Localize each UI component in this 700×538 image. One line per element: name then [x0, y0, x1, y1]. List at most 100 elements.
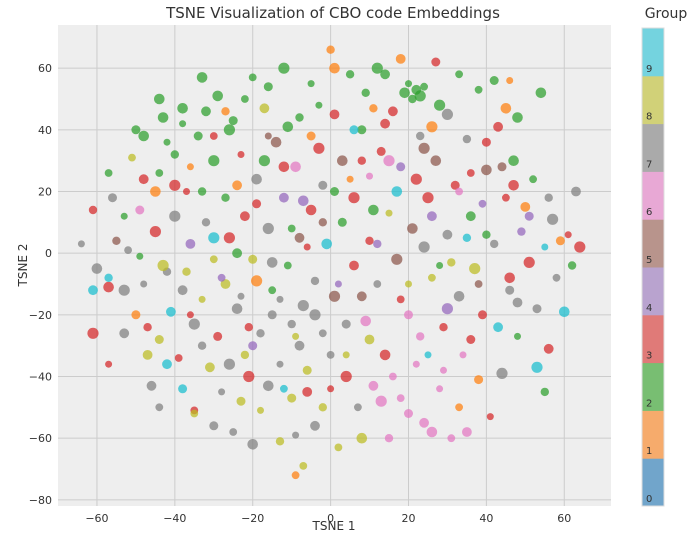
- scatter-point-group-3: [88, 205, 98, 215]
- scatter-point-group-8: [364, 334, 375, 345]
- scatter-point-group-7: [237, 292, 245, 300]
- colorbar-tick-label: 1: [646, 446, 652, 457]
- scatter-point-group-8: [209, 255, 218, 264]
- scatter-point-group-2: [330, 187, 339, 196]
- scatter-point-group-3: [303, 243, 311, 251]
- scatter-point-group-6: [389, 372, 397, 381]
- scatter-point-group-8: [447, 258, 456, 267]
- scatter-point-group-5: [418, 142, 430, 154]
- scatter-point-group-9: [104, 273, 113, 282]
- scatter-point-group-7: [231, 303, 243, 315]
- scatter-point-group-2: [399, 87, 410, 99]
- scatter-point-group-4: [279, 192, 289, 203]
- scatter-point-group-7: [310, 420, 320, 431]
- scatter-point-group-2: [535, 87, 547, 99]
- scatter-point-group-2: [408, 94, 417, 104]
- scatter-point-group-8: [259, 103, 270, 114]
- scatter-point-group-7: [326, 351, 335, 359]
- scatter-point-group-6: [135, 205, 145, 215]
- scatter-point-group-5: [474, 280, 483, 288]
- scatter-point-group-8: [334, 443, 343, 452]
- colorbar-segment-0: [642, 458, 664, 507]
- scatter-point-group-6: [462, 427, 472, 437]
- scatter-point-group-3: [439, 323, 448, 332]
- scatter-point-group-2: [177, 103, 188, 114]
- scatter-point-group-7: [201, 218, 211, 227]
- scatter-point-group-7: [91, 263, 103, 274]
- scatter-point-group-5: [270, 136, 282, 148]
- scatter-point-group-2: [136, 252, 144, 260]
- scatter-point-group-6: [426, 426, 438, 438]
- scatter-point-group-7: [276, 295, 284, 303]
- plot-area: [58, 25, 611, 506]
- scatter-point-group-3: [504, 272, 515, 284]
- scatter-point-group-2: [201, 106, 211, 117]
- scatter-point-group-2: [232, 248, 243, 259]
- scatter-point-group-3: [237, 151, 245, 158]
- scatter-point-group-2: [567, 261, 577, 270]
- colorbar-segment-2: [642, 362, 664, 411]
- scatter-point-group-6: [404, 310, 413, 320]
- scatter-point-group-3: [105, 360, 113, 368]
- scatter-point-group-2: [278, 62, 290, 74]
- colorbar-tick-label: 7: [646, 159, 652, 170]
- scatter-point-group-1: [369, 104, 378, 113]
- y-tick-label: −80: [29, 494, 52, 507]
- scatter-point-group-7: [209, 421, 219, 431]
- x-axis-ticks: −60 −40 −20 0 20 40 60: [85, 512, 571, 525]
- scatter-point-group-7: [318, 180, 328, 190]
- scatter-point-group-2: [283, 261, 292, 270]
- scatter-point-group-8: [257, 406, 264, 414]
- scatter-point-group-3: [486, 413, 494, 421]
- scatter-point-group-2: [361, 88, 370, 98]
- colorbar-tick-label: 4: [646, 303, 652, 314]
- scatter-point-group-1: [150, 186, 161, 197]
- scatter-point-group-2: [163, 138, 171, 146]
- scatter-point-group-8: [405, 280, 412, 288]
- scatter-point-group-8: [198, 295, 206, 303]
- scatter-point-group-7: [310, 276, 320, 286]
- scatter-point-group-7: [119, 328, 130, 339]
- scatter-point-group-8: [190, 409, 199, 418]
- scatter-point-group-7: [251, 173, 262, 185]
- scatter-point-group-2: [455, 70, 463, 79]
- colorbar-segment-6: [642, 171, 664, 220]
- scatter-point-group-7: [266, 257, 278, 268]
- scatter-point-group-7: [292, 431, 300, 439]
- scatter-point-group-2: [307, 80, 315, 88]
- scatter-point-group-6: [459, 351, 467, 359]
- colorbar-tick-label: 2: [646, 398, 652, 409]
- scatter-point-group-3: [481, 137, 491, 147]
- colorbar-frame: [641, 27, 665, 507]
- scatter-point-group-3: [278, 161, 290, 173]
- scatter-point-group-6: [396, 394, 405, 402]
- scatter-point-group-9: [559, 306, 570, 318]
- scatter-point-group-4: [248, 341, 258, 351]
- scatter-point-group-6: [416, 332, 425, 341]
- scatter-point-group-2: [223, 124, 235, 136]
- scatter-point-group-1: [500, 103, 512, 114]
- scatter-point-group-2: [193, 131, 203, 141]
- scatter-point-group-2: [380, 69, 390, 80]
- colorbar: 0 1 2 3 4 5 6 7 8 9: [641, 27, 665, 507]
- scatter-point-group-1: [306, 131, 316, 141]
- scatter-point-group-9: [321, 238, 333, 250]
- colorbar-segment-4: [642, 267, 664, 316]
- scatter-point-group-7: [229, 428, 238, 436]
- scatter-point-group-3: [450, 180, 460, 190]
- scatter-point-group-6: [375, 395, 387, 407]
- scatter-point-group-3: [183, 188, 190, 195]
- scatter-point-group-6: [290, 161, 301, 173]
- scatter-point-group-2: [131, 125, 141, 135]
- colorbar-tick-label: 9: [646, 64, 652, 75]
- scatter-point-group-5: [112, 236, 121, 245]
- scatter-point-group-7: [124, 246, 132, 255]
- scatter-point-group-8: [240, 350, 250, 360]
- scatter-point-group-7: [169, 210, 181, 222]
- scatter-point-group-2: [287, 224, 296, 233]
- scatter-point-group-8: [292, 332, 300, 340]
- scatter-point-group-2: [345, 70, 355, 79]
- scatter-point-group-8: [299, 462, 308, 470]
- scatter-point-group-2: [514, 332, 521, 340]
